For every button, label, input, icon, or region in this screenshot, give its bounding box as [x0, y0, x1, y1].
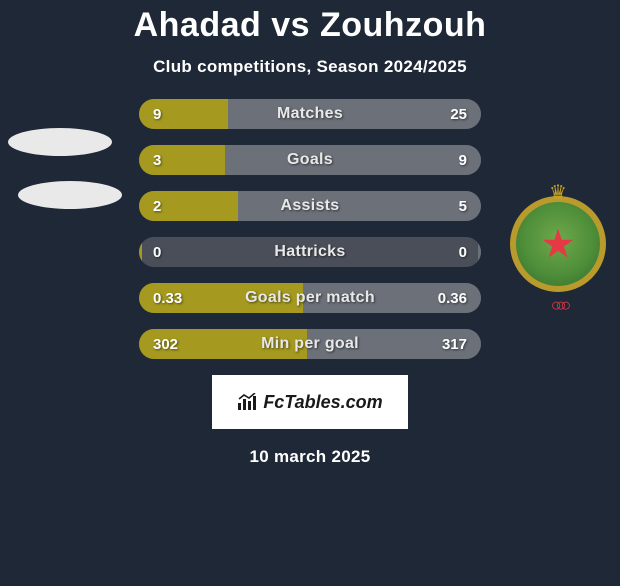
- crest-crown-icon: ♛: [549, 180, 567, 205]
- page-title: Ahadad vs Zouhzouh: [0, 6, 620, 45]
- stat-label: Matches: [139, 99, 481, 129]
- stat-row: 0.330.36Goals per match: [139, 283, 481, 313]
- stat-label: Goals per match: [139, 283, 481, 313]
- club-left-placeholder: [18, 181, 122, 209]
- fctables-badge[interactable]: FcTables.com: [212, 375, 408, 429]
- date: 10 march 2025: [0, 447, 620, 467]
- stat-row: 39Goals: [139, 145, 481, 175]
- crest-star-icon: ★: [540, 222, 576, 268]
- stat-label: Goals: [139, 145, 481, 175]
- stats-container: 925Matches 39Goals 25Assists 00Hattricks 0.3…: [139, 99, 481, 359]
- subtitle: Club competitions, Season 2024/2025: [0, 57, 620, 77]
- stat-label: Min per goal: [139, 329, 481, 359]
- stat-label: Assists: [139, 191, 481, 221]
- player-left-avatar-placeholder: [8, 128, 112, 156]
- stat-label: Hattricks: [139, 237, 481, 267]
- chart-icon: [237, 393, 257, 411]
- club-right-crest: ♛ ★ ○○○: [510, 184, 606, 310]
- stat-row: 925Matches: [139, 99, 481, 129]
- stat-row: 25Assists: [139, 191, 481, 221]
- stat-row: 00Hattricks: [139, 237, 481, 267]
- crest-rings-icon: ○○○: [551, 295, 566, 316]
- fctables-label: FcTables.com: [263, 392, 382, 413]
- stat-row: 302317Min per goal: [139, 329, 481, 359]
